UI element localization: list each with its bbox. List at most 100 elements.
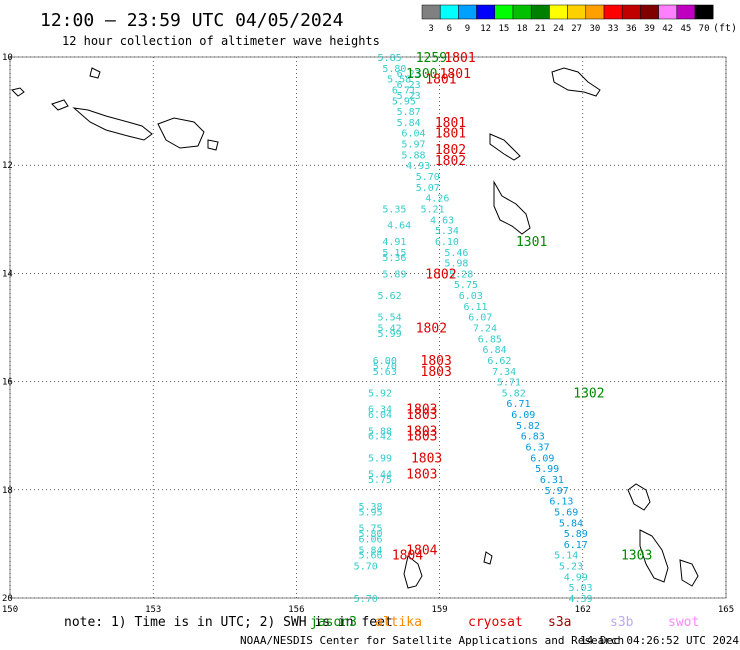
lat-label: 10 xyxy=(2,53,13,63)
wave-height-value: 5.63 xyxy=(373,367,397,378)
wave-height-value: 5.80 xyxy=(358,529,382,540)
island-outline xyxy=(627,483,651,511)
wave-height-value: 4.93 xyxy=(406,161,430,172)
footer-generated: 14 Dec 04:26:52 UTC 2024 xyxy=(580,634,739,647)
wave-height-value: 6.00 xyxy=(373,356,397,367)
pass-time-label: 1803 xyxy=(421,365,452,380)
legend-swatch xyxy=(458,4,477,20)
lon-label: 150 xyxy=(2,605,18,615)
map-title: 12:00 – 23:59 UTC 04/05/2024 xyxy=(40,10,343,31)
wave-height-value: 5.99 xyxy=(535,464,559,475)
legend-label: 15 xyxy=(498,24,509,34)
legend-swatch xyxy=(658,4,678,20)
legend-label: 18 xyxy=(517,24,528,34)
lat-label: 18 xyxy=(2,486,13,496)
wave-height-value: 5.97 xyxy=(545,486,569,497)
island-outline xyxy=(207,139,219,151)
legend-swatch xyxy=(421,4,441,20)
legend-swatch xyxy=(549,4,568,20)
pass-time-label: 1801 xyxy=(435,116,466,131)
lon-label: 153 xyxy=(145,605,161,615)
legend-label: 12 xyxy=(480,24,491,34)
pass-time-label: 1801 xyxy=(440,67,471,82)
legend-label: 21 xyxy=(535,24,546,34)
pass-time-label: 1801 xyxy=(444,51,475,66)
wave-height-value: 5.42 xyxy=(378,324,402,335)
island-outline xyxy=(489,133,521,161)
wave-height-value: 4.91 xyxy=(382,237,406,248)
legend-label: 6 xyxy=(447,24,452,34)
wave-height-value: 6.13 xyxy=(549,497,573,508)
pass-time-label: 1259 xyxy=(416,51,447,66)
wave-height-value: 5.21 xyxy=(421,204,445,215)
wave-height-value: 5.89 xyxy=(564,529,588,540)
island-outline xyxy=(679,559,699,587)
legend-unit: (ft) xyxy=(713,23,737,34)
satellite-name: s3b xyxy=(610,615,634,630)
legend-label: 42 xyxy=(662,24,673,34)
wave-height-value: 5.70 xyxy=(354,594,378,605)
pass-time-label: 1803 xyxy=(406,468,437,483)
wave-height-value: 5.34 xyxy=(435,226,459,237)
island-outline xyxy=(89,67,101,79)
legend-swatch xyxy=(640,4,659,20)
wave-height-value: 5.54 xyxy=(378,313,402,324)
wave-height-value: 5.58 xyxy=(387,75,411,86)
pass-time-label: 1803 xyxy=(406,424,437,439)
legend-swatch xyxy=(439,4,459,20)
wave-height-value: 6.71 xyxy=(506,399,530,410)
wave-height-value: 5.70 xyxy=(373,361,397,372)
wave-height-value: 4.99 xyxy=(564,572,588,583)
wave-height-value: 5.75 xyxy=(368,475,392,486)
legend-swatch xyxy=(476,4,496,20)
wave-height-value: 5.88 xyxy=(368,426,392,437)
pass-time-label: 1801 xyxy=(435,127,466,142)
lat-label: 16 xyxy=(2,378,13,388)
wave-height-value: 5.88 xyxy=(401,150,425,161)
wave-height-value: 4.39 xyxy=(568,594,592,605)
island-outline xyxy=(639,529,669,583)
island-outline xyxy=(72,107,153,141)
satellite-name: swot xyxy=(668,615,699,630)
legend-label: 3 xyxy=(428,24,433,34)
pass-time-label: 1803 xyxy=(421,354,452,369)
wave-height-value: 5.71 xyxy=(497,378,521,389)
wave-height-value: 6.11 xyxy=(463,302,487,313)
legend-swatch xyxy=(494,4,514,20)
color-legend: 3 6 9 12 15 18 21 24 27 30 33 36 39 42 45 70 xyxy=(421,4,714,34)
island-outline xyxy=(483,551,493,565)
satellite-name: s3a xyxy=(548,615,571,630)
wave-height-value: 5.95 xyxy=(358,507,382,518)
wave-height-value: 5.87 xyxy=(397,107,421,118)
satellite-name: cryosat xyxy=(468,615,523,630)
legend-swatch xyxy=(567,4,587,20)
wave-height-value: 6.37 xyxy=(526,443,550,454)
satellite-name: jason3 xyxy=(310,615,357,630)
wave-height-tracks: 5.855.805.586.715.955.875.846.045.975.88… xyxy=(354,53,593,605)
pass-time-label: 1803 xyxy=(406,403,437,418)
wave-height-value: 5.03 xyxy=(568,583,592,594)
map-frame xyxy=(9,56,727,599)
wave-height-value: 6.17 xyxy=(564,540,588,551)
wave-height-value: 5.98 xyxy=(444,259,468,270)
island-outline xyxy=(157,117,205,149)
wave-height-value: 6.04 xyxy=(368,410,392,421)
wave-height-value: 5.23 xyxy=(559,562,583,573)
wave-height-value: 4.26 xyxy=(425,194,449,205)
wave-height-value: 5.15 xyxy=(382,248,406,259)
legend-swatch xyxy=(621,4,641,20)
wave-height-value: 5.85 xyxy=(378,53,402,64)
wave-height-value: 5.62 xyxy=(378,291,402,302)
pass-time-label: 1300 xyxy=(406,67,437,82)
lat-label: 20 xyxy=(2,594,13,604)
pass-time-label: 1803 xyxy=(406,408,437,423)
coastlines xyxy=(11,67,699,589)
wave-height-value: 5.70 xyxy=(354,562,378,573)
lat-label: 14 xyxy=(2,269,13,279)
wave-height-value: 6.06 xyxy=(358,534,382,545)
pass-time-label: 1803 xyxy=(411,451,442,466)
pass-time-label: 1802 xyxy=(416,322,447,337)
wave-height-value: 5.36 xyxy=(382,253,406,264)
pass-time-label: 1803 xyxy=(406,430,437,445)
